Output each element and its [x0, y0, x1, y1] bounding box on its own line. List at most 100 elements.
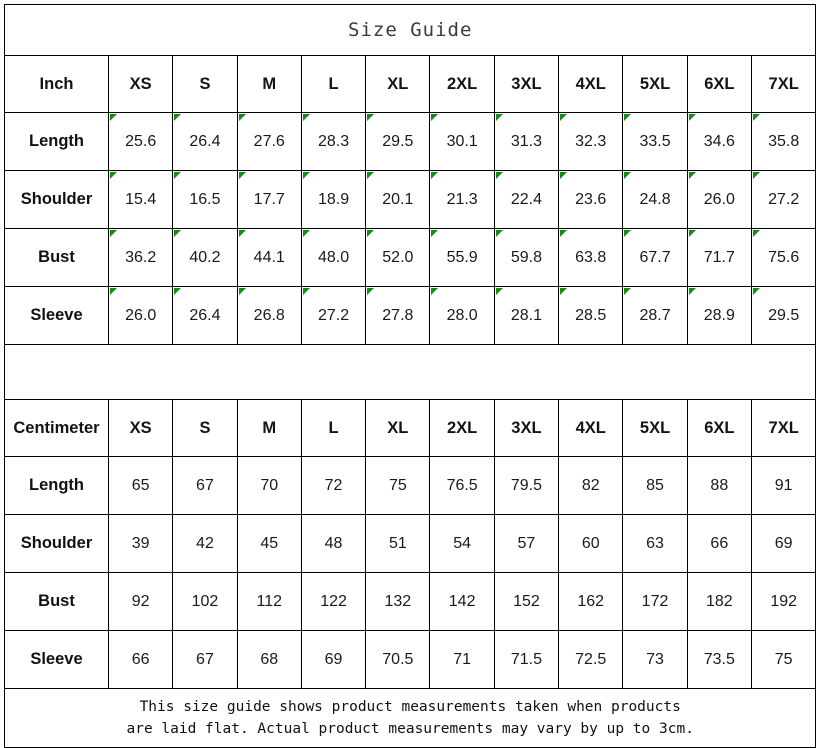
- measurement-value: 67.7: [622, 228, 688, 287]
- unit-header-row-inch: Inch XS S M L XL 2XL 3XL 4XL 5XL 6XL 7XL: [4, 55, 817, 113]
- measurement-value: 42: [172, 514, 238, 573]
- measurement-value: 27.2: [300, 286, 367, 345]
- measurement-value: 69: [300, 630, 367, 689]
- measurement-value: 152: [493, 572, 560, 631]
- measurement-value: 48.0: [300, 228, 367, 287]
- measurement-value: 34.6: [686, 112, 752, 171]
- measurement-label-sleeve: Sleeve: [4, 630, 109, 689]
- size-guide-table: Size Guide Inch XS S M L XL 2XL 3XL 4XL 5XL 6XL 7XL L…: [3, 4, 817, 748]
- footer-note-row: This size guide shows product measuremen…: [3, 688, 817, 748]
- measurement-value: 16.5: [172, 170, 238, 229]
- measurement-value: 69: [750, 514, 817, 573]
- measurement-value: 75: [365, 456, 431, 515]
- measurement-value: 48: [300, 514, 367, 573]
- measurement-value: 112: [236, 572, 302, 631]
- measurement-value: 21.3: [429, 170, 495, 229]
- measurement-value: 66: [686, 514, 752, 573]
- size-header-xl: XL: [365, 55, 431, 113]
- measurement-value: 54: [429, 514, 495, 573]
- measurement-value: 72: [300, 456, 367, 515]
- measurement-value: 17.7: [236, 170, 302, 229]
- measurement-label-shoulder: Shoulder: [4, 170, 109, 229]
- measurement-value: 33.5: [622, 112, 688, 171]
- size-guide: Size Guide Inch XS S M L XL 2XL 3XL 4XL 5XL 6XL 7XL L…: [3, 4, 817, 748]
- unit-label-centimeter: Centimeter: [4, 399, 109, 457]
- size-header-3xl: 3XL: [493, 399, 560, 457]
- footer-note-line-2: are laid flat. Actual product measuremen…: [126, 721, 694, 737]
- measurement-value: 88: [686, 456, 752, 515]
- measurement-value: 70: [236, 456, 302, 515]
- measurement-value: 68: [236, 630, 302, 689]
- measurement-value: 67: [172, 630, 238, 689]
- measurement-value: 26.4: [172, 286, 238, 345]
- measurement-value: 71.7: [686, 228, 752, 287]
- measurement-value: 76.5: [429, 456, 495, 515]
- size-header-6xl: 6XL: [686, 399, 752, 457]
- measurement-row: Shoulder 39 42 45 48 51 54 57 60 63 66 69: [4, 514, 817, 573]
- measurement-value: 27.2: [750, 170, 817, 229]
- table-spacer-row: [3, 344, 817, 400]
- size-header-4xl: 4XL: [558, 399, 624, 457]
- measurement-value: 60: [558, 514, 624, 573]
- measurement-value: 52.0: [365, 228, 431, 287]
- measurement-row: Length 65 67 70 72 75 76.5 79.5 82 85 88 91: [4, 456, 817, 515]
- measurement-value: 73.5: [686, 630, 752, 689]
- measurement-value: 26.4: [172, 112, 238, 171]
- measurement-label-length: Length: [4, 456, 109, 515]
- measurement-value: 51: [365, 514, 431, 573]
- measurement-value: 27.8: [365, 286, 431, 345]
- measurement-value: 57: [493, 514, 560, 573]
- title-row: Size Guide: [3, 4, 817, 56]
- measurement-value: 66: [107, 630, 174, 689]
- measurement-label-bust: Bust: [4, 572, 109, 631]
- measurement-value: 71: [429, 630, 495, 689]
- measurement-value: 67: [172, 456, 238, 515]
- size-header-l: L: [300, 399, 367, 457]
- measurement-value: 26.0: [107, 286, 174, 345]
- measurement-value: 20.1: [365, 170, 431, 229]
- footer-note-line-1: This size guide shows product measuremen…: [139, 699, 681, 715]
- measurement-value: 28.0: [429, 286, 495, 345]
- measurement-value: 24.8: [622, 170, 688, 229]
- measurement-value: 29.5: [365, 112, 431, 171]
- measurement-value: 28.9: [686, 286, 752, 345]
- measurement-value: 192: [750, 572, 817, 631]
- measurement-value: 91: [750, 456, 817, 515]
- measurement-value: 70.5: [365, 630, 431, 689]
- measurement-row: Bust 92 102 112 122 132 142 152 162 172 182 192: [4, 572, 817, 631]
- measurement-value: 63.8: [558, 228, 624, 287]
- measurement-value: 72.5: [558, 630, 624, 689]
- footer-note: This size guide shows product measuremen…: [3, 688, 817, 748]
- measurement-value: 39: [107, 514, 174, 573]
- measurement-row: Sleeve 26.0 26.4 26.8 27.2 27.8 28.0 28.1 28.5 28…: [4, 286, 817, 345]
- measurement-value: 29.5: [750, 286, 817, 345]
- measurement-value: 44.1: [236, 228, 302, 287]
- size-header-m: M: [236, 55, 302, 113]
- measurement-value: 31.3: [493, 112, 560, 171]
- measurement-value: 162: [558, 572, 624, 631]
- measurement-value: 28.5: [558, 286, 624, 345]
- size-header-xs: XS: [107, 55, 174, 113]
- measurement-value: 172: [622, 572, 688, 631]
- measurement-value: 92: [107, 572, 174, 631]
- measurement-value: 18.9: [300, 170, 367, 229]
- measurement-value: 82: [558, 456, 624, 515]
- measurement-value: 102: [172, 572, 238, 631]
- measurement-value: 28.1: [493, 286, 560, 345]
- measurement-value: 22.4: [493, 170, 560, 229]
- size-header-5xl: 5XL: [622, 399, 688, 457]
- measurement-label-length: Length: [4, 112, 109, 171]
- measurement-value: 35.8: [750, 112, 817, 171]
- measurement-value: 182: [686, 572, 752, 631]
- measurement-value: 40.2: [172, 228, 238, 287]
- measurement-value: 85: [622, 456, 688, 515]
- measurement-label-bust: Bust: [4, 228, 109, 287]
- size-header-xl: XL: [365, 399, 431, 457]
- measurement-row: Sleeve 66 67 68 69 70.5 71 71.5 72.5 73 73.5 75: [4, 630, 817, 689]
- measurement-value: 32.3: [558, 112, 624, 171]
- measurement-value: 45: [236, 514, 302, 573]
- size-header-2xl: 2XL: [429, 55, 495, 113]
- measurement-value: 71.5: [493, 630, 560, 689]
- measurement-value: 63: [622, 514, 688, 573]
- measurement-value: 55.9: [429, 228, 495, 287]
